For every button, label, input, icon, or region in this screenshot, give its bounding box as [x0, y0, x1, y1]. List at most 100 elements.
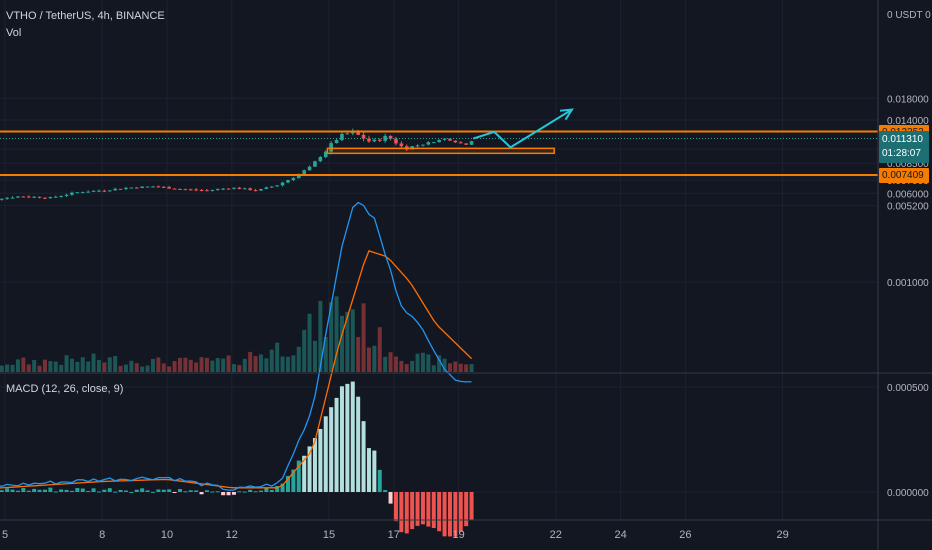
candle-body — [156, 186, 161, 188]
price-axis-tick: 0.008500 — [887, 159, 929, 170]
price-axis-tick: 0.005200 — [887, 202, 929, 213]
macd-histogram-bar — [183, 491, 188, 493]
candle-body — [91, 190, 96, 192]
macd-histogram-bar — [64, 489, 69, 492]
candle-body — [302, 170, 306, 174]
candle-body — [469, 141, 474, 145]
macd-histogram-bar — [145, 490, 150, 492]
volume-bar — [161, 363, 166, 372]
volume-bar — [426, 354, 431, 372]
candle-body — [145, 186, 150, 188]
volume-bar — [307, 313, 312, 372]
candle-body — [242, 188, 247, 190]
projection-arrow[interactable] — [472, 108, 574, 149]
support-zone[interactable] — [326, 147, 555, 155]
candle-body — [5, 197, 9, 199]
volume-bar — [464, 364, 469, 372]
candle-body — [129, 187, 134, 189]
macd-legend[interactable]: MACD (12, 26, close, 9) — [6, 383, 124, 395]
candle-body — [48, 197, 53, 199]
candle-body — [269, 186, 274, 188]
macd-histogram-bar — [339, 386, 344, 492]
volume-bar — [329, 302, 334, 372]
macd-histogram-bar — [264, 487, 269, 492]
macd-histogram-bar — [167, 489, 172, 492]
bar-countdown: 01:28:07 — [882, 148, 921, 160]
candle-body — [118, 188, 123, 190]
candle-body — [124, 187, 128, 190]
candle-body — [199, 189, 204, 191]
price-axis-tick: 0.018000 — [887, 94, 929, 105]
level-lines[interactable] — [0, 130, 878, 177]
macd-histogram-bar — [221, 492, 226, 496]
macd-histogram-bar — [258, 490, 263, 492]
macd-histogram-bar — [361, 421, 366, 492]
volume-bar — [118, 365, 123, 372]
volume-bar — [231, 364, 236, 372]
candle-body — [16, 196, 20, 198]
candle-body — [399, 143, 404, 147]
volume-bar — [302, 329, 307, 372]
candle-body — [437, 139, 441, 143]
volume-bar — [10, 364, 15, 372]
macd-histogram-bar — [15, 490, 20, 492]
candle-body — [442, 138, 447, 140]
macd-histogram-bar — [32, 488, 37, 492]
volume-bar — [318, 300, 323, 372]
volume-bar — [221, 358, 226, 372]
candle-body — [323, 151, 328, 158]
volume-bar — [113, 355, 118, 372]
volume-bar — [215, 358, 220, 372]
candle-body — [340, 133, 344, 141]
support-zone-box — [326, 147, 555, 155]
macd-histogram-bar — [129, 491, 134, 493]
macd-histogram-bar — [86, 490, 91, 492]
volume-bar — [48, 361, 53, 372]
candle-body — [334, 140, 339, 144]
volume-bar — [42, 359, 47, 372]
candle-body — [70, 192, 74, 195]
volume-bar — [361, 303, 366, 372]
macd-histogram-bar — [383, 490, 388, 492]
volume-bar — [107, 357, 112, 372]
volume-bar — [5, 364, 10, 372]
macd-histogram-bar — [172, 492, 177, 493]
macd-histogram-bar — [96, 491, 101, 493]
time-axis-tick: 29 — [776, 529, 788, 541]
volume-legend[interactable]: Vol — [6, 27, 22, 39]
macd-histogram-bar — [334, 397, 339, 492]
macd-line — [0, 201, 472, 491]
macd-histogram-bar — [350, 381, 355, 492]
candle-body — [226, 188, 231, 190]
macd-histogram-bar — [177, 489, 182, 492]
time-axis[interactable]: 5 8 10 12 15 17 19 22 24 26 29 — [2, 529, 789, 541]
candle-body — [21, 196, 26, 198]
time-axis-tick: 12 — [226, 529, 238, 541]
volume-bar — [86, 361, 91, 372]
macd-histogram-bar — [426, 492, 431, 527]
macd-histogram-bar — [102, 489, 107, 492]
macd-histogram-bar — [307, 446, 312, 492]
volume-bar — [156, 357, 161, 372]
volume-bar — [140, 366, 145, 372]
volume-bar — [453, 361, 458, 372]
macd-histogram-bar — [107, 488, 112, 492]
macd-histogram-bar — [237, 491, 242, 493]
macd-histogram-bar — [21, 488, 26, 492]
volume-bar — [285, 356, 290, 372]
candle-body — [464, 143, 468, 145]
candle-body — [286, 180, 290, 183]
macd-histogram-bar — [458, 492, 463, 532]
macd-histogram-bar — [134, 489, 139, 492]
grid — [0, 0, 878, 520]
candle-body — [280, 182, 285, 186]
candles — [0, 128, 474, 201]
macd-histogram-bar — [226, 492, 231, 496]
symbol-legend[interactable]: VTHO / TetherUS, 4h, BINANCE — [6, 10, 165, 22]
macd-histogram-bar — [404, 492, 409, 534]
candle-body — [345, 133, 350, 135]
volume-bar — [194, 362, 199, 372]
macd-histogram-bar — [296, 460, 301, 492]
